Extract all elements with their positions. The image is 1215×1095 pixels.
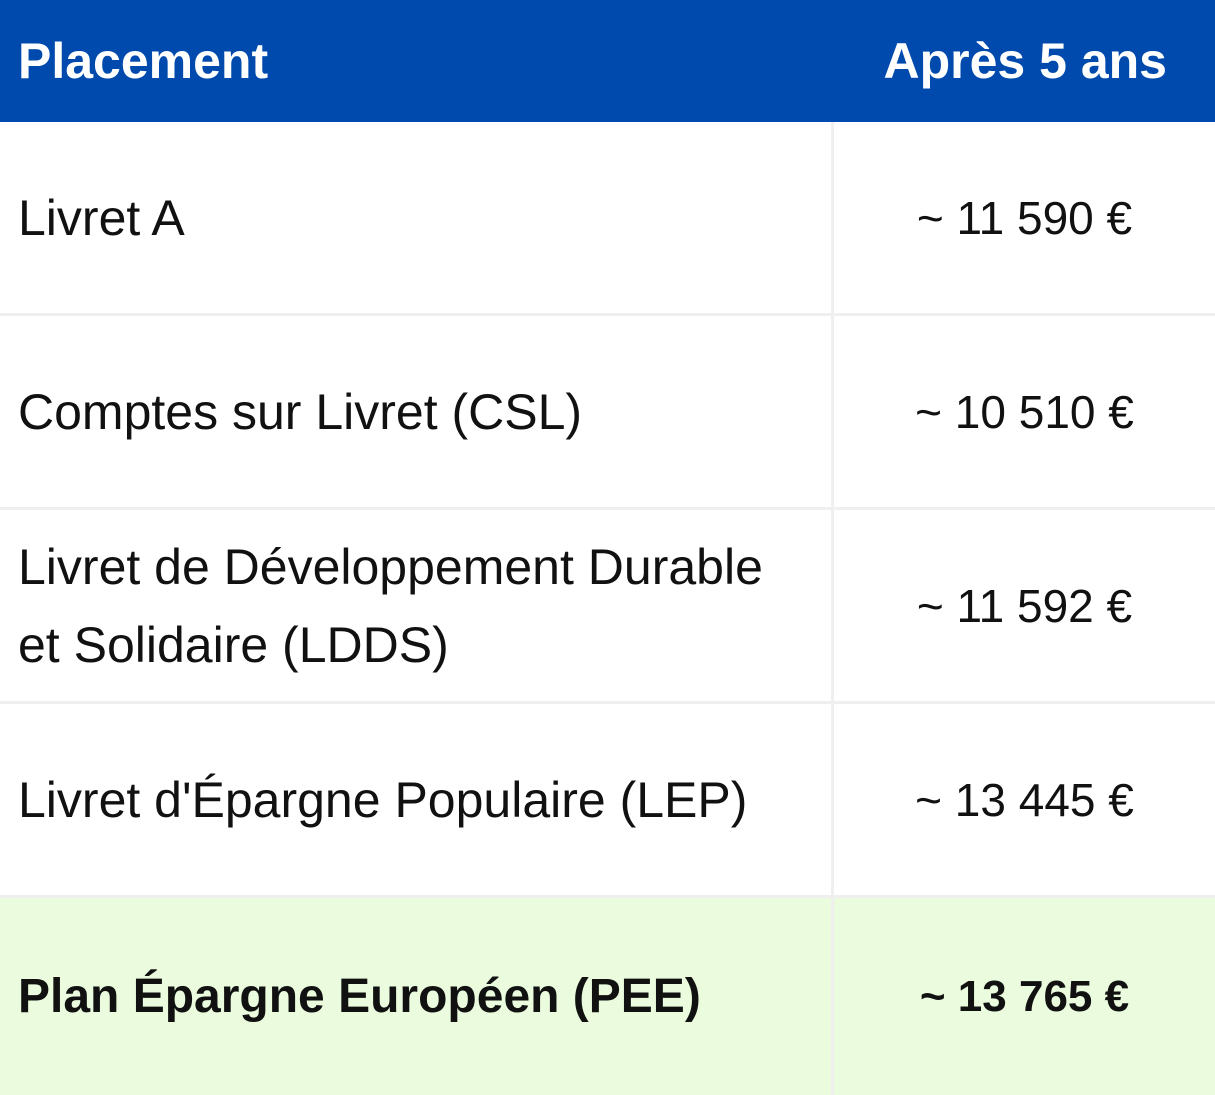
placement-name: Livret A [0,122,834,313]
placement-name: Comptes sur Livret (CSL) [0,316,834,507]
header-placement: Placement [18,33,269,89]
placement-value: ~ 13 765 € [919,971,1130,1021]
placement-value: ~ 10 510 € [915,385,1134,438]
table-row: Comptes sur Livret (CSL) ~ 10 510 € [0,316,1215,510]
placement-name: Livret de Développement Durable et Solid… [0,510,834,701]
placement-value: ~ 13 445 € [915,773,1134,826]
placement-name: Plan Épargne Européen (PEE) [0,898,834,1095]
table-row: Livret A ~ 11 590 € [0,122,1215,316]
table-header: Placement Après 5 ans [0,0,1215,122]
placement-value: ~ 11 590 € [916,191,1133,244]
table-row-highlighted: Plan Épargne Européen (PEE) ~ 13 765 € [0,898,1215,1095]
placement-value: ~ 11 592 € [916,579,1133,632]
table-row: Livret d'Épargne Populaire (LEP) ~ 13 44… [0,704,1215,898]
placement-name: Livret d'Épargne Populaire (LEP) [0,704,834,895]
table-row: Livret de Développement Durable et Solid… [0,510,1215,704]
header-after-5-years: Après 5 ans [883,33,1167,89]
